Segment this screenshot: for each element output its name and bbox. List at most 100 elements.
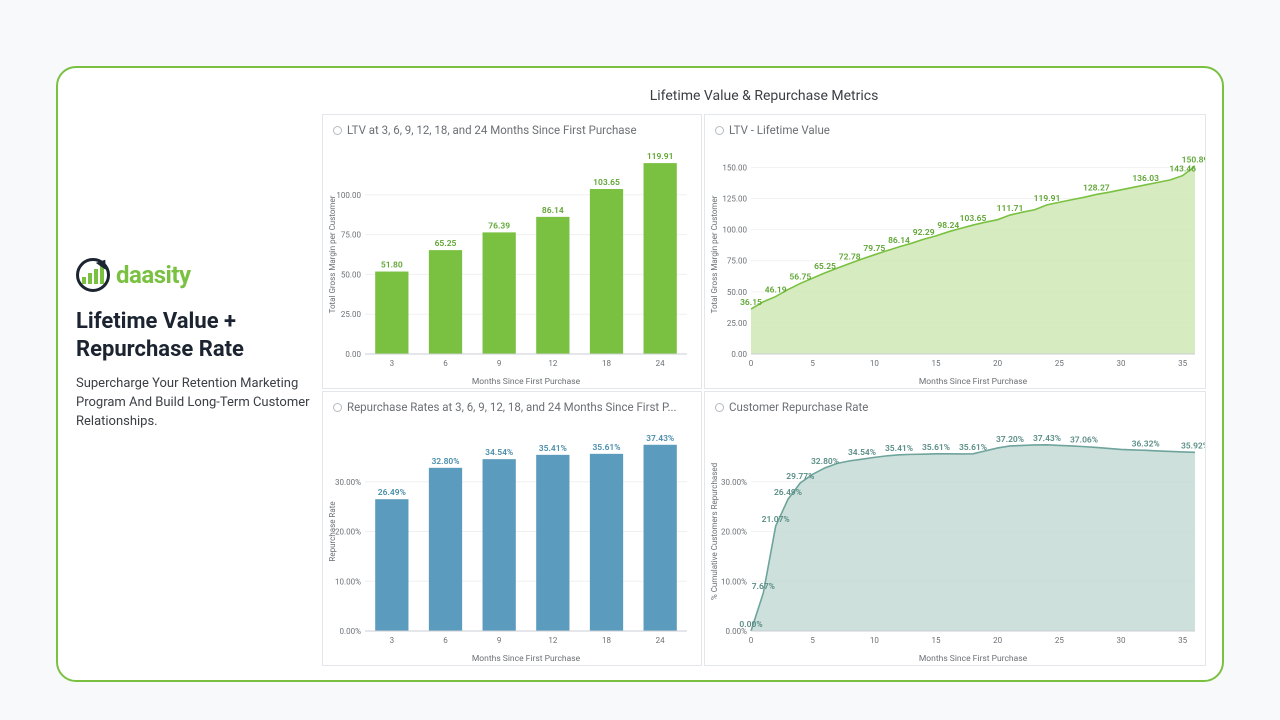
svg-text:32.80%: 32.80% xyxy=(431,457,459,467)
svg-text:32.80%: 32.80% xyxy=(811,457,839,467)
svg-text:65.25: 65.25 xyxy=(435,239,457,249)
svg-text:30: 30 xyxy=(1117,359,1126,368)
svg-text:119.91: 119.91 xyxy=(1034,194,1061,204)
svg-text:30: 30 xyxy=(1117,636,1126,645)
svg-text:Months Since First Purchase: Months Since First Purchase xyxy=(472,377,581,387)
svg-text:25: 25 xyxy=(1055,359,1064,368)
info-icon xyxy=(333,403,342,412)
svg-text:150.00: 150.00 xyxy=(722,163,747,172)
svg-text:18: 18 xyxy=(602,359,611,368)
svg-text:20: 20 xyxy=(993,636,1002,645)
brand-name: daasity xyxy=(116,261,191,289)
svg-text:5: 5 xyxy=(810,636,815,645)
svg-text:35: 35 xyxy=(1178,636,1187,645)
panel-title-text: LTV at 3, 6, 9, 12, 18, and 24 Months Si… xyxy=(347,123,637,137)
svg-text:12: 12 xyxy=(548,359,557,368)
svg-text:Repurchase Rate: Repurchase Rate xyxy=(328,501,337,561)
svg-text:65.25: 65.25 xyxy=(814,262,836,272)
svg-text:Months Since First Purchase: Months Since First Purchase xyxy=(919,654,1028,664)
svg-text:0.00%: 0.00% xyxy=(340,627,362,636)
dashboard-card: daasity Lifetime Value + Repurchase Rate… xyxy=(56,66,1224,682)
svg-text:24: 24 xyxy=(656,636,665,645)
svg-text:25: 25 xyxy=(1055,636,1064,645)
svg-text:% Cumulative Customers Repurch: % Cumulative Customers Repurchased xyxy=(710,463,719,600)
info-icon xyxy=(715,126,724,135)
svg-text:15: 15 xyxy=(932,636,941,645)
headline: Lifetime Value + Repurchase Rate xyxy=(76,308,312,363)
svg-text:37.20%: 37.20% xyxy=(996,435,1024,445)
svg-text:26.49%: 26.49% xyxy=(378,488,406,498)
svg-text:0.00: 0.00 xyxy=(731,350,747,359)
svg-text:35: 35 xyxy=(1178,359,1187,368)
svg-text:25.00: 25.00 xyxy=(341,310,362,319)
svg-text:56.75: 56.75 xyxy=(789,272,811,282)
panel-title: Repurchase Rates at 3, 6, 9, 12, 18, and… xyxy=(323,392,701,418)
svg-text:125.00: 125.00 xyxy=(722,195,747,204)
svg-text:100.00: 100.00 xyxy=(336,191,361,200)
svg-text:24: 24 xyxy=(656,359,665,368)
left-panel: daasity Lifetime Value + Repurchase Rate… xyxy=(76,82,322,666)
svg-text:25.00: 25.00 xyxy=(727,319,748,328)
chart-body: 0.0025.0050.0075.00100.00125.00150.0036.… xyxy=(705,141,1205,388)
svg-text:21.07%: 21.07% xyxy=(762,515,790,525)
svg-text:12: 12 xyxy=(548,636,557,645)
svg-text:98.24: 98.24 xyxy=(937,221,959,231)
svg-text:86.14: 86.14 xyxy=(888,236,910,246)
svg-text:143.46: 143.46 xyxy=(1169,165,1196,175)
svg-text:9: 9 xyxy=(497,359,502,368)
dashboard-title: Lifetime Value & Repurchase Metrics xyxy=(322,82,1206,114)
svg-text:46.19: 46.19 xyxy=(765,286,787,296)
svg-text:0.00%: 0.00% xyxy=(739,620,762,630)
svg-text:10.00%: 10.00% xyxy=(721,577,747,586)
svg-text:10: 10 xyxy=(870,636,879,645)
svg-text:103.65: 103.65 xyxy=(960,214,987,224)
repurchase-bars-panel: Repurchase Rates at 3, 6, 9, 12, 18, and… xyxy=(322,391,702,666)
svg-text:20.00%: 20.00% xyxy=(335,528,361,537)
svg-text:150.89: 150.89 xyxy=(1182,155,1205,165)
svg-text:35.41%: 35.41% xyxy=(885,444,913,454)
svg-text:75.00: 75.00 xyxy=(341,231,362,240)
svg-text:36.32%: 36.32% xyxy=(1132,439,1160,449)
svg-text:35.61%: 35.61% xyxy=(922,443,950,453)
svg-text:36.15: 36.15 xyxy=(740,298,762,308)
svg-text:35.61%: 35.61% xyxy=(592,443,620,453)
svg-text:50.00: 50.00 xyxy=(341,270,362,279)
svg-text:100.00: 100.00 xyxy=(722,226,747,235)
svg-text:103.65: 103.65 xyxy=(593,178,620,188)
svg-text:6: 6 xyxy=(443,636,448,645)
svg-text:76.39: 76.39 xyxy=(488,221,510,231)
svg-text:20: 20 xyxy=(993,359,1002,368)
panel-title: Customer Repurchase Rate xyxy=(705,392,1205,418)
svg-text:37.43%: 37.43% xyxy=(1033,434,1061,444)
svg-text:10.00%: 10.00% xyxy=(335,577,361,586)
ltv-bars-panel: LTV at 3, 6, 9, 12, 18, and 24 Months Si… xyxy=(322,114,702,389)
panel-title: LTV at 3, 6, 9, 12, 18, and 24 Months Si… xyxy=(323,115,701,141)
chart-body: 0.0025.0050.0075.00100.0051.80365.25676.… xyxy=(323,141,701,388)
svg-text:18: 18 xyxy=(602,636,611,645)
svg-text:86.14: 86.14 xyxy=(542,206,564,216)
info-icon xyxy=(333,126,342,135)
repurchase-area-panel: Customer Repurchase Rate 0.00% 10.00% 20.0… xyxy=(704,391,1206,666)
ltv-bars-chart: 0.0025.0050.0075.00100.0051.80365.25676.… xyxy=(323,141,701,388)
svg-text:37.06%: 37.06% xyxy=(1070,436,1098,446)
dashboard: Lifetime Value & Repurchase Metrics LTV … xyxy=(322,82,1206,666)
panel-title-text: Customer Repurchase Rate xyxy=(729,400,868,414)
svg-text:72.78: 72.78 xyxy=(839,252,861,262)
chart-body: 0.00%10.00%20.00%30.00%26.49%332.80%634.… xyxy=(323,418,701,665)
svg-text:30.00%: 30.00% xyxy=(721,478,747,487)
svg-text:34.54%: 34.54% xyxy=(848,448,876,458)
charts-grid: LTV at 3, 6, 9, 12, 18, and 24 Months Si… xyxy=(322,114,1206,666)
svg-text:9: 9 xyxy=(497,636,502,645)
svg-text:7.67%: 7.67% xyxy=(752,582,775,592)
svg-text:3: 3 xyxy=(390,359,395,368)
svg-text:34.54%: 34.54% xyxy=(485,448,513,458)
svg-text:Months Since First Purchase: Months Since First Purchase xyxy=(472,654,581,664)
repurchase-area-chart: 0.00%10.00%20.00%30.00%0.00%7.67%21.07%2… xyxy=(705,418,1205,665)
ltv-area-panel: LTV - Lifetime Value 0.0025.0050.0075.00… xyxy=(704,114,1206,389)
svg-text:20.00%: 20.00% xyxy=(721,528,747,537)
panel-title-text: LTV - Lifetime Value xyxy=(729,123,830,137)
svg-text:Total Gross Margin per Custome: Total Gross Margin per Customer xyxy=(710,195,719,313)
svg-text:75.00: 75.00 xyxy=(727,257,748,266)
svg-text:119.91: 119.91 xyxy=(647,152,674,162)
svg-text:29.77%: 29.77% xyxy=(786,472,814,482)
